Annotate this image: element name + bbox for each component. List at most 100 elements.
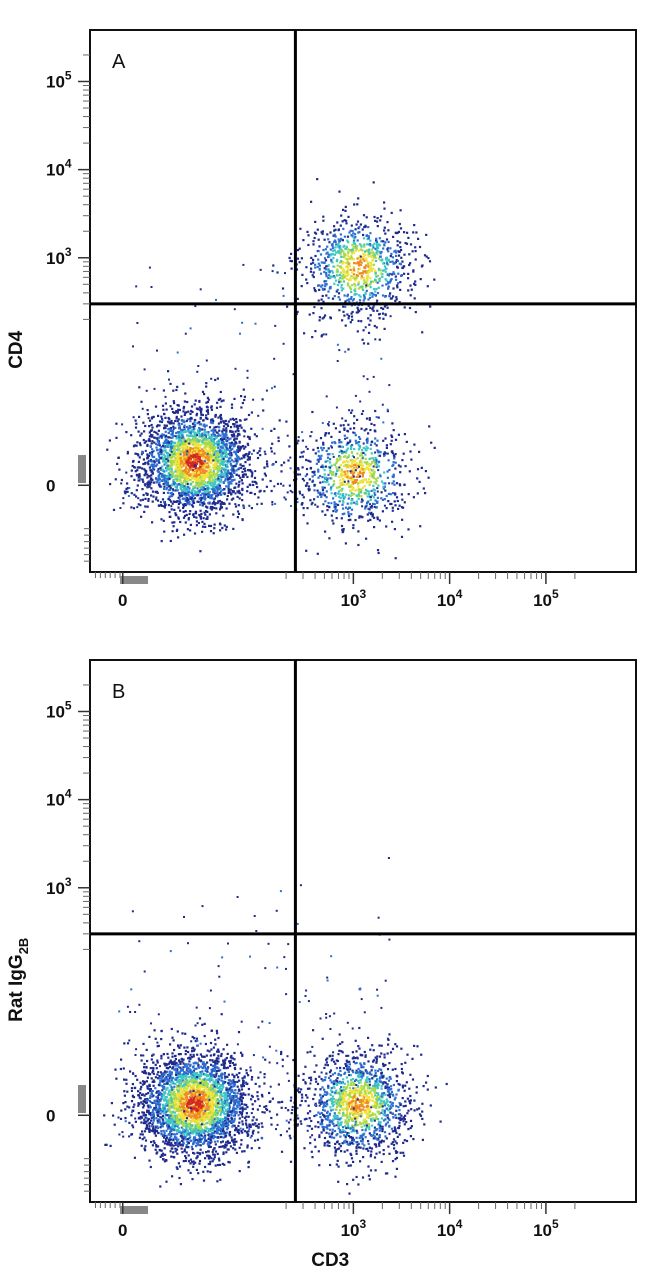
scatter-point xyxy=(161,450,164,453)
scatter-point xyxy=(372,375,375,378)
scatter-point xyxy=(343,496,346,499)
scatter-point xyxy=(178,441,181,444)
scatter-point xyxy=(183,424,186,427)
scatter-point xyxy=(233,423,236,426)
scatter-point xyxy=(188,512,191,516)
scatter-point xyxy=(200,479,203,482)
scatter-point xyxy=(226,478,229,481)
scatter-point xyxy=(172,483,175,486)
scatter-point xyxy=(407,528,410,531)
scatter-point xyxy=(189,459,192,462)
scatter-point xyxy=(319,457,322,460)
scatter-point xyxy=(326,251,329,254)
scatter-point xyxy=(390,450,393,453)
scatter-point xyxy=(226,455,229,459)
scatter-point xyxy=(187,434,190,437)
scatter-point xyxy=(232,445,235,448)
scatter-point xyxy=(326,453,329,456)
scatter-point xyxy=(199,494,202,497)
scatter-point xyxy=(337,238,340,241)
scatter-point xyxy=(356,275,359,278)
scatter-point xyxy=(144,497,147,500)
scatter-point xyxy=(340,468,343,471)
scatter-point xyxy=(164,450,167,454)
scatter-point xyxy=(225,1086,228,1089)
scatter-point xyxy=(166,443,169,446)
scatter-point xyxy=(185,430,189,433)
scatter-point xyxy=(370,268,373,271)
scatter-point xyxy=(380,480,384,483)
scatter-point xyxy=(177,451,180,454)
scatter-point xyxy=(197,468,200,471)
scatter-point xyxy=(225,528,228,531)
scatter-point xyxy=(139,504,142,507)
scatter-point xyxy=(182,407,185,410)
scatter-point xyxy=(189,529,192,532)
scatter-point xyxy=(300,503,303,506)
scatter-point xyxy=(204,490,207,494)
scatter-point xyxy=(350,478,353,481)
y-axis-label: CD4 xyxy=(6,330,27,368)
scatter-point xyxy=(161,473,164,477)
scatter-point xyxy=(326,459,329,463)
scatter-point xyxy=(409,294,412,297)
scatter-point xyxy=(191,449,194,452)
scatter-point xyxy=(381,294,385,297)
scatter-point xyxy=(180,419,184,422)
scatter-point xyxy=(184,440,187,443)
scatter-point xyxy=(184,411,187,414)
scatter-point xyxy=(393,500,396,503)
scatter-point xyxy=(347,477,350,480)
scatter-point xyxy=(167,474,170,477)
scatter-point xyxy=(155,478,158,481)
scatter-point xyxy=(360,488,363,491)
scatter-point xyxy=(383,207,386,210)
scatter-point xyxy=(166,491,170,494)
scatter-point xyxy=(352,265,355,269)
scatter-point xyxy=(141,467,144,470)
scatter-point xyxy=(368,243,372,246)
scatter-point xyxy=(374,280,377,283)
scatter-point xyxy=(375,326,378,329)
scatter-point xyxy=(247,413,251,417)
scatter-point xyxy=(392,295,395,298)
scatter-point xyxy=(238,1100,241,1103)
scatter-point xyxy=(184,463,187,466)
scatter-point xyxy=(158,485,161,488)
scatter-point xyxy=(143,468,146,471)
scatter-point xyxy=(206,487,209,490)
scatter-point xyxy=(412,231,415,234)
scatter-point xyxy=(330,486,333,489)
scatter-point xyxy=(374,437,377,440)
scatter-point xyxy=(334,494,337,497)
scatter-point xyxy=(325,449,328,452)
scatter-point xyxy=(389,315,392,318)
scatter-point xyxy=(209,457,212,460)
scatter-point xyxy=(358,445,361,448)
scatter-point xyxy=(173,476,176,479)
scatter-point xyxy=(373,442,376,445)
scatter-point xyxy=(170,444,173,447)
scatter-point xyxy=(350,304,353,307)
scatter-point xyxy=(376,487,379,490)
scatter-point xyxy=(240,1099,243,1102)
scatter-point xyxy=(421,331,424,334)
scatter-point xyxy=(373,324,376,328)
scatter-point xyxy=(221,467,224,470)
scatter-point xyxy=(325,283,328,286)
scatter-point xyxy=(379,252,382,255)
scatter-point xyxy=(219,503,222,505)
scatter-point xyxy=(137,430,140,433)
scatter-point xyxy=(347,215,350,218)
scatter-point xyxy=(178,433,181,436)
scatter-point xyxy=(357,495,361,498)
scatter-point xyxy=(379,219,382,222)
scatter-point xyxy=(331,249,334,253)
scatter-point xyxy=(354,228,357,231)
scatter-point xyxy=(174,451,177,454)
scatter-point xyxy=(333,253,337,256)
scatter-point xyxy=(291,491,294,494)
scatter-point xyxy=(297,436,300,439)
scatter-point xyxy=(374,219,377,222)
scatter-point xyxy=(350,248,353,251)
